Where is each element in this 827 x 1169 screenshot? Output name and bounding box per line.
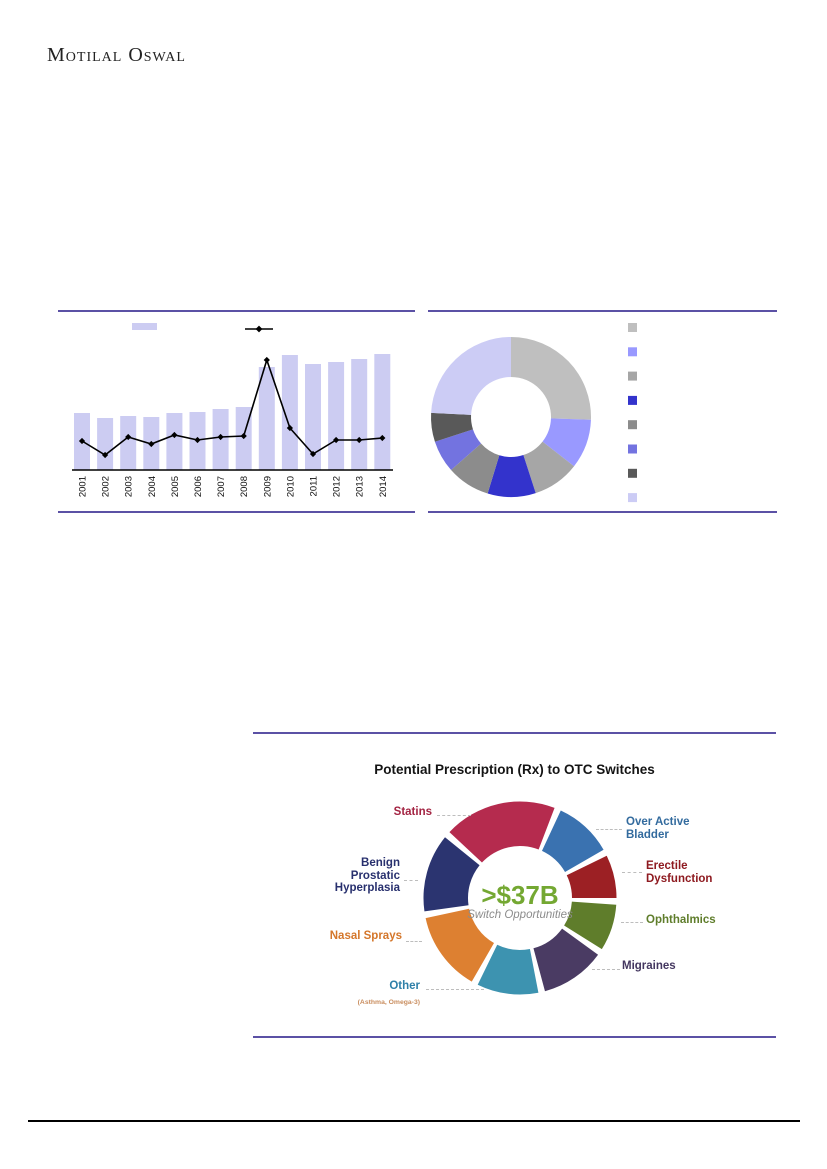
legend-swatch	[628, 420, 637, 430]
line-marker	[102, 451, 109, 459]
donut-center-caption: Switch Opportunities	[467, 909, 573, 921]
donut-slice	[542, 418, 591, 467]
label-migraines: Migraines	[622, 960, 676, 972]
donut-slice	[423, 837, 480, 912]
legend-swatch	[628, 395, 637, 405]
year-tick-label: 2014	[378, 476, 389, 497]
donut-slice	[431, 412, 473, 442]
legend-swatch	[628, 493, 637, 503]
line-marker	[78, 437, 86, 445]
panel-rule	[253, 1036, 776, 1038]
legend-swatch	[628, 468, 637, 478]
bar	[97, 418, 114, 470]
donut-slice	[451, 443, 500, 494]
panel-rule	[58, 310, 415, 312]
label-erectile-dysfunction: Erectile Dysfunction	[646, 860, 713, 885]
rx-otc-donut-chart	[423, 801, 617, 995]
bar	[166, 413, 183, 470]
donut-slice	[511, 337, 591, 420]
year-tick-label: 2013	[355, 476, 366, 497]
donut-slice	[523, 441, 575, 494]
line-marker	[379, 434, 386, 442]
leader-line	[592, 969, 620, 970]
line-marker	[217, 433, 224, 441]
donut-slice	[541, 810, 604, 872]
donut-slice	[477, 944, 539, 995]
year-tick-label: 2007	[216, 476, 227, 497]
bar	[328, 362, 345, 470]
panel-rule	[428, 310, 777, 312]
bar-line-chart: 2001 2002 2003 2004 2005 2006 2007 2008 2009 2010…	[72, 323, 393, 497]
leader-line	[621, 922, 643, 923]
label-ophthalmics: Ophthalmics	[646, 914, 716, 926]
bar	[258, 367, 275, 470]
label-benign-prostatic-hyperplasia: Benign Prostatic Hyperplasia	[334, 857, 400, 895]
year-tick-label: 2010	[285, 476, 296, 497]
donut-slice	[566, 855, 617, 898]
year-tick-label: 2011	[309, 476, 320, 496]
year-tick-label: 2012	[332, 476, 343, 497]
label-statins: Statins	[393, 806, 432, 818]
bar	[281, 355, 298, 470]
legend-swatch	[628, 347, 637, 357]
leader-line	[437, 815, 471, 816]
line-marker	[263, 356, 270, 364]
line-marker	[309, 450, 317, 458]
year-tick-label: 2009	[262, 476, 273, 497]
line-marker	[171, 431, 178, 439]
bar	[305, 364, 321, 470]
line-marker	[148, 440, 155, 448]
panel-rule	[253, 732, 776, 734]
panel-rule	[428, 511, 777, 513]
line-marker	[333, 436, 340, 444]
year-tick-label: 2003	[124, 476, 135, 497]
line-marker	[286, 424, 293, 432]
donut-slice	[487, 455, 536, 497]
bar	[374, 354, 391, 470]
donut-center-value: >$37B	[481, 880, 559, 910]
otc-chart-title: Potential Prescription (Rx) to OTC Switc…	[374, 762, 655, 777]
legend-bar-swatch	[132, 323, 157, 330]
donut-slice	[431, 337, 511, 415]
leader-line	[404, 880, 418, 881]
trend-line	[81, 357, 383, 456]
brand-logo: Motilal Oswal	[47, 44, 186, 66]
year-tick-label: 2008	[239, 476, 250, 497]
label-over-active-bladder: Over Active Bladder	[626, 816, 690, 841]
bar	[120, 416, 137, 470]
donut-slice	[449, 801, 555, 863]
year-tick-label: 2005	[170, 476, 181, 497]
label-nasal-sprays: Nasal Sprays	[329, 930, 402, 942]
leader-line	[622, 872, 642, 873]
year-tick-label: 2001	[78, 476, 89, 497]
legend-swatch	[628, 371, 637, 381]
footer-rule	[28, 1120, 800, 1122]
bar	[351, 359, 368, 470]
donut-slice	[434, 429, 482, 471]
legend-swatch	[628, 323, 637, 332]
legend-line-marker	[255, 325, 263, 333]
leader-line	[596, 829, 622, 830]
composition-donut-chart	[431, 323, 637, 503]
line-marker	[194, 436, 201, 444]
leader-line	[406, 941, 422, 942]
legend-swatch	[628, 444, 637, 454]
line-marker	[125, 433, 132, 441]
year-tick-label: 2002	[101, 476, 112, 497]
label-other-sublabel: (Asthma, Omega-3)	[357, 999, 420, 1006]
year-tick-label: 2004	[147, 476, 158, 497]
panel-rule	[58, 511, 415, 513]
line-marker	[240, 432, 247, 440]
donut-slice	[533, 928, 599, 992]
donut-slice	[564, 901, 617, 950]
donut-slice	[425, 908, 494, 982]
line-marker	[356, 436, 363, 444]
leader-line	[426, 989, 484, 990]
year-tick-label: 2006	[193, 476, 204, 497]
label-other: Other	[389, 980, 420, 992]
